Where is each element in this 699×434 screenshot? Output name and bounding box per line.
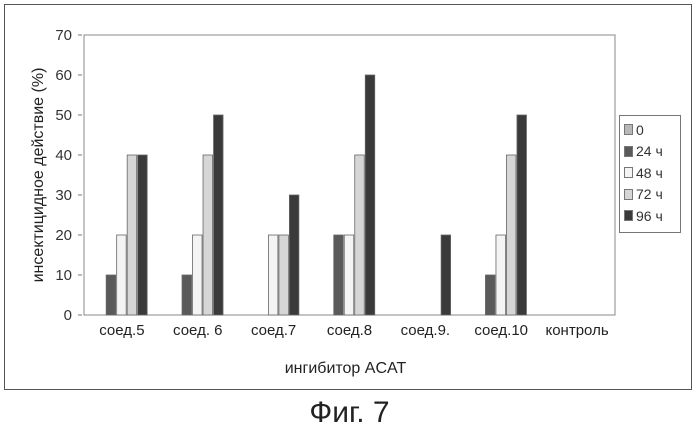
legend-swatch [624, 189, 633, 200]
bar [214, 115, 224, 315]
x-tick-label: соед.10 [474, 322, 528, 339]
y-tick-label: 20 [55, 227, 72, 244]
x-tick-label: соед. 6 [173, 322, 222, 339]
bar [506, 155, 516, 315]
legend-item: 0 [624, 119, 676, 141]
bar [203, 155, 213, 315]
y-tick-label: 70 [55, 27, 72, 44]
bar [268, 235, 278, 315]
legend-item: 96 ч [624, 205, 676, 227]
bar [344, 235, 354, 315]
legend-item: 72 ч [624, 184, 676, 206]
bar [496, 235, 506, 315]
bar [365, 75, 375, 315]
x-tick-label: соед.7 [251, 322, 296, 339]
bar [289, 195, 299, 315]
chart-frame: 0 10 20 30 40 50 60 70 инсектицидное действие (%… [4, 4, 692, 390]
y-tick-label: 30 [55, 187, 72, 204]
x-tick-label: соед.5 [99, 322, 144, 339]
y-tick-label: 50 [55, 107, 72, 124]
y-tick-label: 40 [55, 147, 72, 164]
bar-chart: 0 10 20 30 40 50 60 70 инсектицидное действие (%… [5, 5, 691, 389]
bar [485, 275, 495, 315]
bar [334, 235, 344, 315]
y-axis-label: инсектицидное действие (%) [30, 68, 47, 283]
bar [279, 235, 289, 315]
legend-label: 24 ч [636, 143, 663, 159]
legend-item: 24 ч [624, 141, 676, 163]
bar [517, 115, 527, 315]
bar [138, 155, 148, 315]
figure-caption: Фиг. 7 [0, 396, 699, 430]
bar [117, 235, 127, 315]
x-tick-label: соед.9. [401, 322, 450, 339]
x-axis-label: ингибитор ACAT [285, 360, 407, 377]
legend-label: 96 ч [636, 208, 663, 224]
legend-swatch [624, 167, 633, 178]
bar [193, 235, 203, 315]
bar [106, 275, 116, 315]
chart-legend: 0 24 ч 48 ч 72 ч 96 ч [619, 115, 681, 233]
y-tick-label: 0 [64, 307, 72, 324]
bar [127, 155, 137, 315]
bar [355, 155, 365, 315]
bar [441, 235, 451, 315]
legend-swatch [624, 210, 633, 221]
bar [182, 275, 192, 315]
x-tick-label: контроль [545, 322, 608, 339]
y-tick-label: 60 [55, 67, 72, 84]
legend-label: 48 ч [636, 165, 663, 181]
legend-item: 48 ч [624, 162, 676, 184]
legend-swatch [624, 124, 633, 135]
legend-swatch [624, 146, 633, 157]
legend-label: 72 ч [636, 186, 663, 202]
legend-label: 0 [636, 122, 644, 138]
y-tick-label: 10 [55, 267, 72, 284]
x-tick-label: соед.8 [327, 322, 372, 339]
